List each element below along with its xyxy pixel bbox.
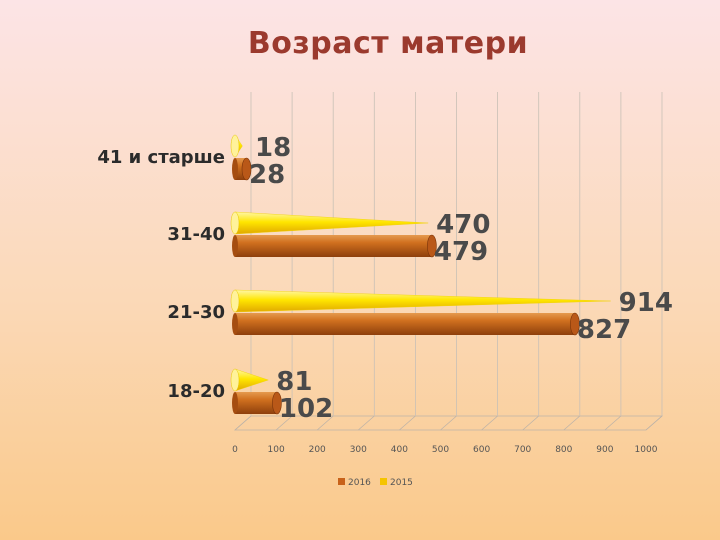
bar-2016-18-20	[235, 392, 277, 414]
x-tick-label: 500	[432, 445, 449, 455]
gridline-floor	[563, 415, 581, 431]
bar-2016-base	[232, 392, 238, 414]
gridline-floor	[358, 415, 375, 431]
bar-2015-31-40	[234, 211, 429, 235]
bar-2016-base	[232, 158, 238, 180]
x-tick-label: 0	[232, 445, 238, 455]
bar-2016-base	[232, 235, 238, 257]
data-label-2015: 81	[276, 367, 312, 397]
data-label-2016: 28	[249, 160, 285, 190]
gridline-floor	[234, 415, 252, 431]
legend-swatch-2015	[380, 478, 387, 485]
x-tick-label: 300	[350, 445, 367, 455]
category-label: 18-20	[167, 381, 225, 402]
data-label-2015: 914	[619, 288, 673, 318]
x-tick-label: 800	[555, 445, 572, 455]
x-tick-label: 900	[596, 445, 613, 455]
x-tick-label: 200	[309, 445, 326, 455]
legend-label-2016: 2016	[348, 478, 371, 488]
x-tick-label: 600	[473, 445, 490, 455]
bar-2016-cap	[241, 157, 252, 181]
gridline-floor	[275, 415, 293, 431]
bar-2016-31-40	[235, 235, 432, 257]
bar-2016-41 и старше	[235, 158, 247, 180]
gridline-floor	[316, 415, 334, 431]
bar-2015-base	[230, 134, 240, 158]
data-label-2016: 479	[434, 237, 488, 267]
legend-swatch-2016	[338, 478, 345, 485]
bar-2016-cap	[427, 234, 437, 258]
x-tick-label: 100	[268, 445, 285, 455]
gridline-floor	[522, 415, 539, 431]
bar-2016-cap	[272, 391, 282, 415]
category-label: 31-40	[167, 224, 225, 245]
x-tick-label: 700	[514, 445, 531, 455]
legend-label-2015: 2015	[390, 478, 413, 488]
category-label: 41 и старше	[97, 147, 225, 168]
bar-2015-18-20	[234, 368, 269, 392]
gridline-floor	[399, 415, 416, 431]
gridline-floor	[440, 415, 457, 431]
bar-2015-base	[230, 211, 240, 235]
chart-title: Возраст матери	[247, 26, 529, 61]
gridline-floor	[645, 415, 663, 431]
x-tick-label: 1000	[635, 445, 658, 455]
data-label-2015: 470	[436, 210, 490, 240]
category-label: 21-30	[167, 302, 225, 323]
data-label-2016: 102	[279, 394, 333, 424]
bar-2016-cap	[570, 312, 580, 336]
data-label-2015: 18	[255, 133, 291, 163]
bar-2016-base	[232, 313, 238, 335]
bar-2015-21-30	[234, 289, 611, 313]
data-label-2016: 827	[577, 315, 631, 345]
x-tick-label: 400	[391, 445, 408, 455]
bar-2015-base	[230, 368, 240, 392]
bar-2015-base	[230, 289, 240, 313]
gridline-floor	[604, 415, 622, 431]
gridline-floor	[481, 415, 498, 431]
bar-2016-21-30	[235, 313, 575, 335]
